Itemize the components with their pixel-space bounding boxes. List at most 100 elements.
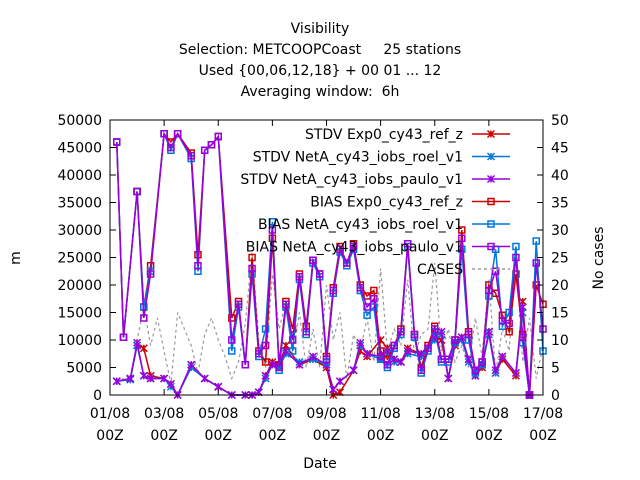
- data-point: [139, 344, 148, 353]
- x-tick-label-hour: 00Z: [421, 428, 448, 444]
- data-point: [329, 385, 338, 394]
- data-point: [486, 174, 496, 184]
- data-point: [146, 270, 155, 278]
- data-point: [383, 361, 392, 369]
- y-tick-label: 10000: [57, 333, 102, 349]
- data-point: [505, 319, 513, 328]
- data-point: [248, 264, 256, 273]
- x-tick-label-date: 11/08: [360, 406, 400, 422]
- legend-label: STDV NetA_cy43_iobs_paulo_v1: [240, 172, 463, 188]
- y-axis-label: m: [8, 251, 24, 265]
- data-point: [200, 146, 209, 154]
- y-tick-label: 15000: [57, 306, 102, 322]
- data-point: [376, 352, 385, 361]
- data-point: [295, 273, 304, 281]
- y2-axis: 0 5 10 15 20 25 30 35 40 45 50: [537, 113, 569, 404]
- y-tick-label: 35000: [57, 196, 102, 212]
- data-point: [113, 138, 121, 146]
- data-point: [464, 355, 473, 364]
- x-tick-label-date: 15/08: [469, 406, 509, 422]
- data-point: [173, 130, 182, 138]
- y-tick-label: 25000: [57, 251, 102, 267]
- x-tick-label-hour: 00Z: [96, 428, 123, 444]
- data-point: [491, 366, 500, 375]
- data-point: [261, 371, 270, 380]
- data-point: [295, 360, 304, 369]
- y-tick-label: 20000: [57, 278, 102, 294]
- y2-tick-label: 0: [551, 388, 560, 404]
- plot-area: [112, 130, 547, 400]
- title-line-2: Selection: METCOOPCoast 25 stations: [179, 42, 461, 58]
- data-point: [282, 300, 290, 308]
- data-point: [336, 377, 345, 386]
- data-point: [268, 218, 277, 226]
- legend-label: BIAS NetA_cy43_iobs_paulo_v1: [246, 240, 463, 256]
- data-point: [126, 374, 135, 383]
- legend: STDV Exp0_cy43_ref_z STDV NetA_cy43_iobs_…: [240, 127, 510, 278]
- data-point: [228, 347, 236, 355]
- data-point: [410, 330, 419, 339]
- x-tick-label-hour: 00Z: [205, 428, 232, 444]
- data-point: [343, 259, 351, 267]
- data-point: [322, 355, 331, 363]
- data-point: [160, 130, 168, 138]
- x-tick-label-hour: 00Z: [259, 428, 286, 444]
- data-point: [288, 336, 297, 344]
- data-point: [417, 366, 425, 374]
- data-point: [194, 262, 202, 270]
- x-tick-label-hour: 00Z: [313, 428, 340, 444]
- data-point: [512, 253, 520, 262]
- data-point: [484, 327, 493, 336]
- data-point: [431, 325, 439, 333]
- data-point: [133, 338, 142, 347]
- y2-tick-label: 40: [551, 168, 569, 184]
- data-point: [498, 317, 507, 325]
- y2-tick-label: 30: [551, 223, 569, 239]
- data-point: [444, 374, 453, 383]
- series-2: [112, 302, 534, 400]
- title-line-3: Used {00,06,12,18} + 00 01 ... 12: [199, 63, 442, 79]
- data-point: [464, 330, 473, 339]
- data-point: [336, 245, 344, 253]
- x-axis-label: Date: [303, 456, 336, 472]
- data-point: [370, 286, 378, 295]
- x-tick-label-date: 03/08: [144, 406, 184, 422]
- data-point: [261, 325, 270, 333]
- data-point: [486, 152, 496, 161]
- x-tick-label-date: 01/08: [90, 406, 130, 422]
- data-point: [451, 336, 459, 344]
- data-point: [349, 242, 358, 251]
- data-point: [505, 328, 513, 336]
- data-point: [487, 197, 495, 206]
- data-point: [403, 240, 412, 248]
- y2-tick-label: 45: [551, 141, 569, 157]
- data-point: [478, 358, 486, 366]
- data-point: [302, 328, 310, 336]
- data-point: [444, 355, 453, 363]
- data-point: [166, 379, 175, 389]
- data-point: [228, 314, 236, 322]
- data-point: [458, 234, 466, 242]
- data-point: [349, 366, 358, 375]
- data-point: [363, 349, 372, 358]
- data-point: [363, 311, 371, 319]
- y2-tick-label: 25: [551, 251, 569, 267]
- x-tick-label-hour: 00Z: [367, 428, 394, 444]
- chart-title: Visibility Selection: METCOOPCoast 25 st…: [179, 21, 461, 100]
- data-point: [315, 270, 324, 278]
- data-point: [255, 350, 263, 358]
- data-point: [437, 355, 446, 363]
- data-point: [457, 333, 466, 342]
- data-point: [491, 267, 500, 275]
- data-point: [505, 308, 513, 317]
- data-point: [512, 242, 520, 251]
- data-point: [485, 286, 493, 295]
- x-tick-label-hour: 00Z: [150, 428, 177, 444]
- data-point: [261, 358, 270, 366]
- y2-tick-label: 10: [551, 333, 569, 349]
- data-point: [370, 295, 378, 303]
- y2-tick-label: 20: [551, 278, 569, 294]
- x-tick-label-date: 07/08: [252, 406, 292, 422]
- legend-label: STDV NetA_cy43_iobs_roel_v1: [253, 150, 463, 166]
- y-tick-label: 0: [93, 388, 102, 404]
